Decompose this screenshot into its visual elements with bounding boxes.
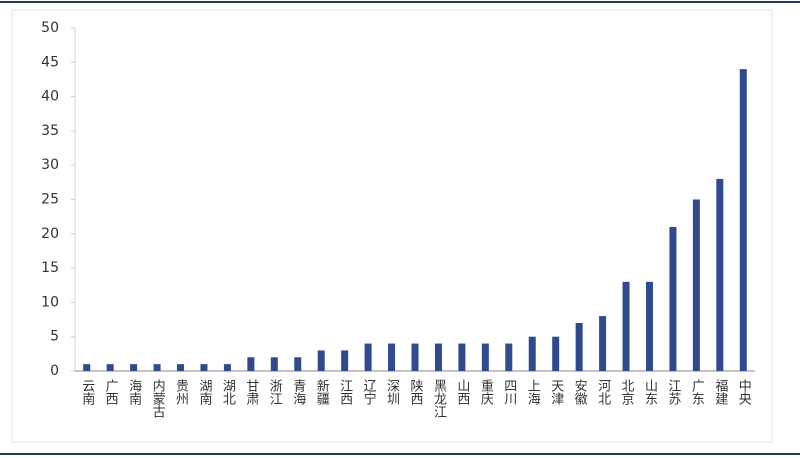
x-tick-label: 甘肃 [243,379,258,405]
x-tick-label: 福建 [712,379,728,406]
x-tick-label: 江苏 [665,379,681,405]
bar [505,343,513,371]
bar [528,336,536,371]
x-tick-label: 山东 [642,379,658,405]
bar [434,343,442,371]
x-tick-label: 黑龙江 [431,379,447,418]
x-tick-label: 四川 [501,379,517,405]
x-tick-label: 内蒙古 [150,378,166,418]
x-tick-label: 辽宁 [361,379,377,405]
y-tick-label: 40 [41,89,59,105]
bar [388,343,396,371]
x-tick-label: 贵州 [173,379,189,405]
y-tick-label: 0 [50,363,59,379]
bar [177,364,185,371]
x-tick-label: 上海 [525,379,541,405]
bar [481,343,489,371]
bar [599,316,607,371]
x-tick-label: 广西 [103,379,119,405]
y-tick-label: 50 [41,20,59,36]
bar [270,357,278,371]
bar [669,226,677,371]
x-tick-label: 湖南 [196,379,212,405]
y-tick-label: 30 [41,157,59,173]
chart-frame [11,9,773,443]
x-tick-label: 广东 [689,379,705,405]
bar [153,364,161,371]
x-tick-label: 青海 [290,379,306,405]
x-tick-label: 海南 [126,379,142,405]
y-tick-label: 25 [41,192,59,208]
x-tick-label: 天津 [548,379,564,405]
x-tick-label: 云南 [79,379,95,405]
bar [200,364,208,371]
x-tick-label: 江西 [337,379,353,405]
x-tick-label: 重庆 [478,378,494,405]
x-tick-label: 北京 [619,379,635,405]
bar [622,281,630,371]
bar [247,357,255,371]
x-tick-label: 中央 [736,379,752,405]
y-tick-label: 5 [50,329,59,345]
x-tick-label: 河北 [595,379,611,406]
bar [223,364,231,371]
y-tick-label: 15 [41,260,59,276]
y-tick-label: 20 [41,226,59,242]
bar [106,364,114,371]
bar [575,322,583,371]
x-tick-label: 山西 [454,379,470,405]
bar [458,343,466,371]
y-tick-label: 45 [41,54,59,70]
bar [364,343,372,371]
bar [716,178,724,371]
x-tick-label: 浙江 [267,379,283,405]
x-tick-label: 湖北 [220,379,236,406]
bar [692,199,700,371]
x-tick-label: 深圳 [384,379,400,405]
bar [739,69,747,371]
bar [317,350,325,371]
bar [411,343,419,371]
bar [130,364,138,371]
bar [645,281,653,371]
y-tick-label: 10 [41,294,59,310]
bar [341,350,349,371]
x-tick-label: 安徽 [572,379,588,405]
x-tick-label: 陕西 [408,379,424,405]
bar [552,336,560,371]
bar [294,357,302,371]
bar [83,364,91,371]
x-tick-label: 新疆 [314,378,330,405]
y-tick-label: 35 [41,123,59,139]
